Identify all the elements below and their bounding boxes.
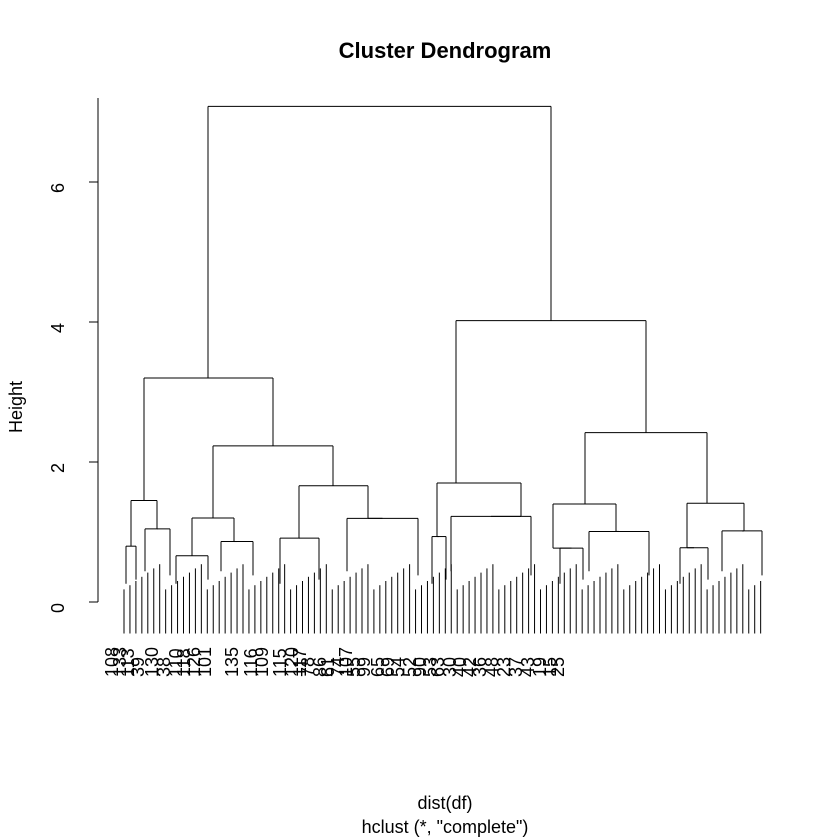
leaf-label: 42 bbox=[460, 657, 480, 677]
leaf-label: 23 bbox=[494, 657, 514, 677]
leaf-label: 115 bbox=[270, 648, 290, 677]
dendrogram-tree bbox=[123, 105, 763, 634]
leaf-label: 37 bbox=[506, 657, 526, 677]
leaf-label: 74 bbox=[328, 657, 348, 677]
leaf-label: 99 bbox=[354, 657, 374, 677]
leaf-label: 48 bbox=[482, 657, 502, 677]
leaf-label: 39 bbox=[128, 657, 148, 677]
leaf-label: 90 bbox=[410, 657, 430, 677]
leaf-label: 113 bbox=[118, 648, 138, 677]
leaf-label: 36 bbox=[470, 657, 490, 677]
leaf-label: 69 bbox=[378, 657, 398, 677]
leaf-label: 86 bbox=[310, 657, 330, 677]
leaf-label: 133 bbox=[110, 647, 130, 677]
leaf-label: 118 bbox=[174, 648, 194, 677]
y-tick-label: 4 bbox=[48, 323, 68, 333]
leaf-label: 110 bbox=[166, 648, 186, 677]
leaf-label: 25 bbox=[548, 657, 568, 677]
leaf-label: 130 bbox=[142, 647, 162, 677]
leaf-label: 53 bbox=[420, 657, 440, 677]
leaf-label: 120 bbox=[282, 647, 302, 677]
leaf-label: 38 bbox=[154, 657, 174, 677]
leaf-label: 61 bbox=[318, 657, 338, 677]
leaf-label: 108 bbox=[102, 647, 122, 677]
leaf-label: 63 bbox=[428, 657, 448, 677]
y-tick-label: 6 bbox=[48, 183, 68, 193]
leaf-label: 126 bbox=[184, 647, 204, 677]
leaf-label: 135 bbox=[222, 647, 242, 677]
x-axis-label: dist(df) bbox=[417, 793, 472, 813]
leaf-label: 107 bbox=[336, 647, 356, 677]
leaf-label: 40 bbox=[450, 657, 470, 677]
leaf-label: 65 bbox=[368, 657, 388, 677]
leaf-label: 109 bbox=[252, 647, 272, 677]
leaf-label: 78 bbox=[298, 657, 318, 677]
y-axis: 0 2 4 6 bbox=[48, 98, 99, 613]
y-tick-label: 0 bbox=[48, 603, 68, 613]
y-tick-label: 2 bbox=[48, 463, 68, 473]
leaf-label: 43 bbox=[518, 657, 538, 677]
leaf-label: 116 bbox=[241, 648, 261, 677]
leaf-label: 15 bbox=[540, 657, 560, 677]
leaf-label: 117 bbox=[290, 648, 310, 677]
leaf-label: 101 bbox=[195, 647, 215, 677]
leaf-label: 55 bbox=[344, 657, 364, 677]
chart-title: Cluster Dendrogram bbox=[339, 38, 552, 63]
leaf-label: 19 bbox=[530, 657, 550, 677]
leaf-label: 30 bbox=[440, 657, 460, 677]
leaf-label: 54 bbox=[388, 657, 408, 677]
leaf-label: 52 bbox=[400, 657, 420, 677]
y-axis-label: Height bbox=[6, 381, 26, 433]
chart-subtitle: hclust (*, "complete") bbox=[362, 817, 529, 837]
